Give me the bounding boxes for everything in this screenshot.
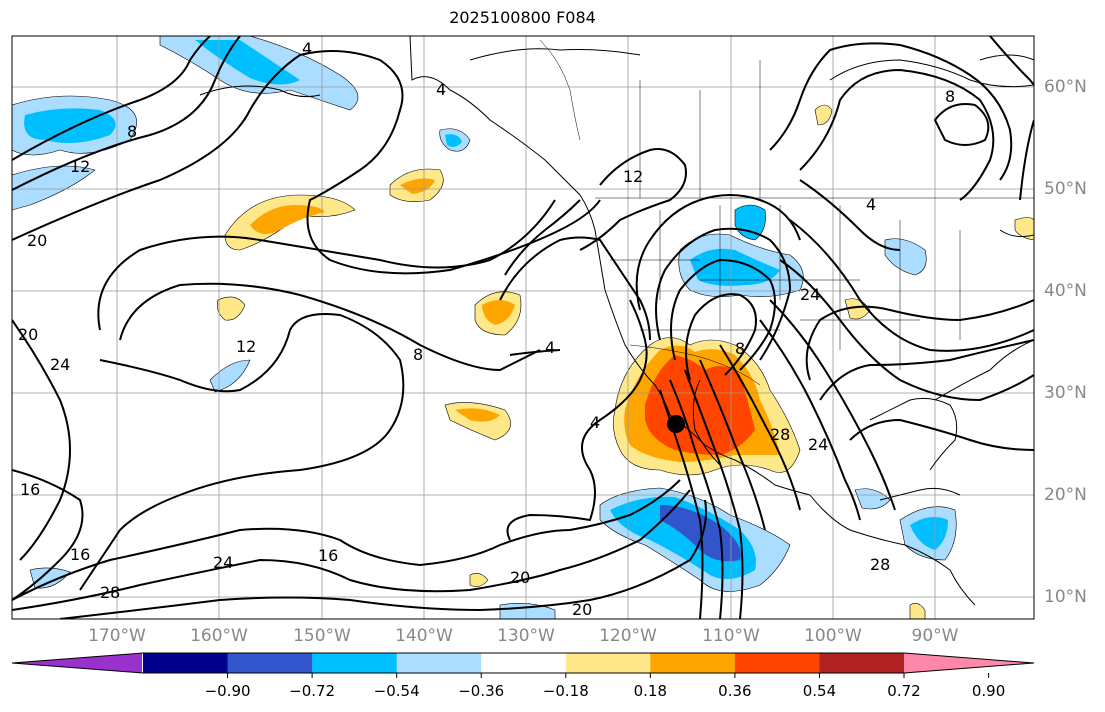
contour-label: 20 xyxy=(18,325,38,344)
colorbar-tick-label: −0.54 xyxy=(373,682,420,700)
contour-label: 8 xyxy=(127,122,137,141)
latitude-label: 20°N xyxy=(1044,485,1087,505)
colorbar-tick-label: 0.54 xyxy=(802,682,837,700)
center-marker xyxy=(667,415,685,433)
contour-labels: 4 4 4 4 4 8 8 8 8 12 12 12 16 16 16 20 2… xyxy=(18,39,955,619)
longitude-label: 100°W xyxy=(804,626,862,646)
coastlines xyxy=(199,36,1034,606)
longitude-label: 170°W xyxy=(88,626,146,646)
contour-label: 20 xyxy=(27,231,47,250)
colorbar xyxy=(11,652,1035,678)
contour-label: 16 xyxy=(318,546,338,565)
colorbar-tick-label: 0.36 xyxy=(718,682,752,700)
map-frame xyxy=(11,35,1035,620)
colorbar-tick-label: −0.18 xyxy=(542,682,589,700)
grid-lines xyxy=(12,36,1034,619)
contour-label: 16 xyxy=(70,545,90,564)
map-background xyxy=(12,36,1034,619)
colorbar-tick-label: 0.90 xyxy=(971,682,1006,700)
contour-label: 4 xyxy=(302,39,312,58)
contour-label: 24 xyxy=(800,285,820,304)
contour-label: 12 xyxy=(236,337,256,356)
colorbar-tick-label: −0.36 xyxy=(458,682,505,700)
contour-label: 28 xyxy=(770,425,790,444)
contour-label: 20 xyxy=(510,568,530,587)
longitude-label: 140°W xyxy=(395,626,453,646)
contour-label: 4 xyxy=(866,195,876,214)
colorbar-tick-label: 0.18 xyxy=(633,682,668,700)
contour-label: 12 xyxy=(623,167,643,186)
contour-label: 16 xyxy=(20,480,40,499)
shading-layer xyxy=(12,36,1034,619)
contour-label: 28 xyxy=(870,555,890,574)
colorbar-outline xyxy=(11,652,1035,674)
contour-lines xyxy=(12,36,1034,619)
colorbar-segment xyxy=(650,653,736,673)
colorbar-segment xyxy=(481,653,567,673)
latitude-label: 30°N xyxy=(1044,383,1087,403)
colorbar-segment xyxy=(565,653,651,673)
contour-label: 4 xyxy=(590,413,600,432)
contour-label: 8 xyxy=(945,87,955,106)
colorbar-segment xyxy=(227,653,313,673)
longitude-label: 150°W xyxy=(293,626,351,646)
contour-label: 8 xyxy=(735,339,745,358)
colorbar-segment xyxy=(819,653,905,673)
colorbar-extend-max xyxy=(904,653,1034,673)
longitude-label: 130°W xyxy=(497,626,555,646)
latitude-label: 40°N xyxy=(1044,281,1087,301)
contour-label: 24 xyxy=(50,355,70,374)
colorbar-tick-label: 0.72 xyxy=(887,682,921,700)
colorbar-segment xyxy=(734,653,820,673)
longitude-label: 120°W xyxy=(599,626,657,646)
contour-label: 20 xyxy=(572,600,592,619)
colorbar-segment xyxy=(143,653,229,673)
latitude-label: 60°N xyxy=(1044,77,1087,97)
latitude-label: 50°N xyxy=(1044,179,1087,199)
colorbar-tick-label: −0.90 xyxy=(204,682,251,700)
colorbar-segment xyxy=(312,653,398,673)
colorbar-tick-label: −0.72 xyxy=(289,682,336,700)
contour-label: 4 xyxy=(545,338,555,357)
latitude-label: 10°N xyxy=(1044,587,1087,607)
contour-label: 24 xyxy=(808,435,828,454)
contour-label: 12 xyxy=(70,157,90,176)
contour-label: 28 xyxy=(100,583,120,602)
map-title: 2025100800 F084 xyxy=(449,8,596,27)
colorbar-segment xyxy=(396,653,482,673)
contour-label: 4 xyxy=(436,80,446,99)
longitude-label: 160°W xyxy=(190,626,248,646)
contour-label: 8 xyxy=(413,345,423,364)
contour-label: 24 xyxy=(213,553,233,572)
colorbar-extend-min xyxy=(12,653,142,673)
longitude-label: 90°W xyxy=(911,626,959,646)
longitude-label: 110°W xyxy=(702,626,760,646)
